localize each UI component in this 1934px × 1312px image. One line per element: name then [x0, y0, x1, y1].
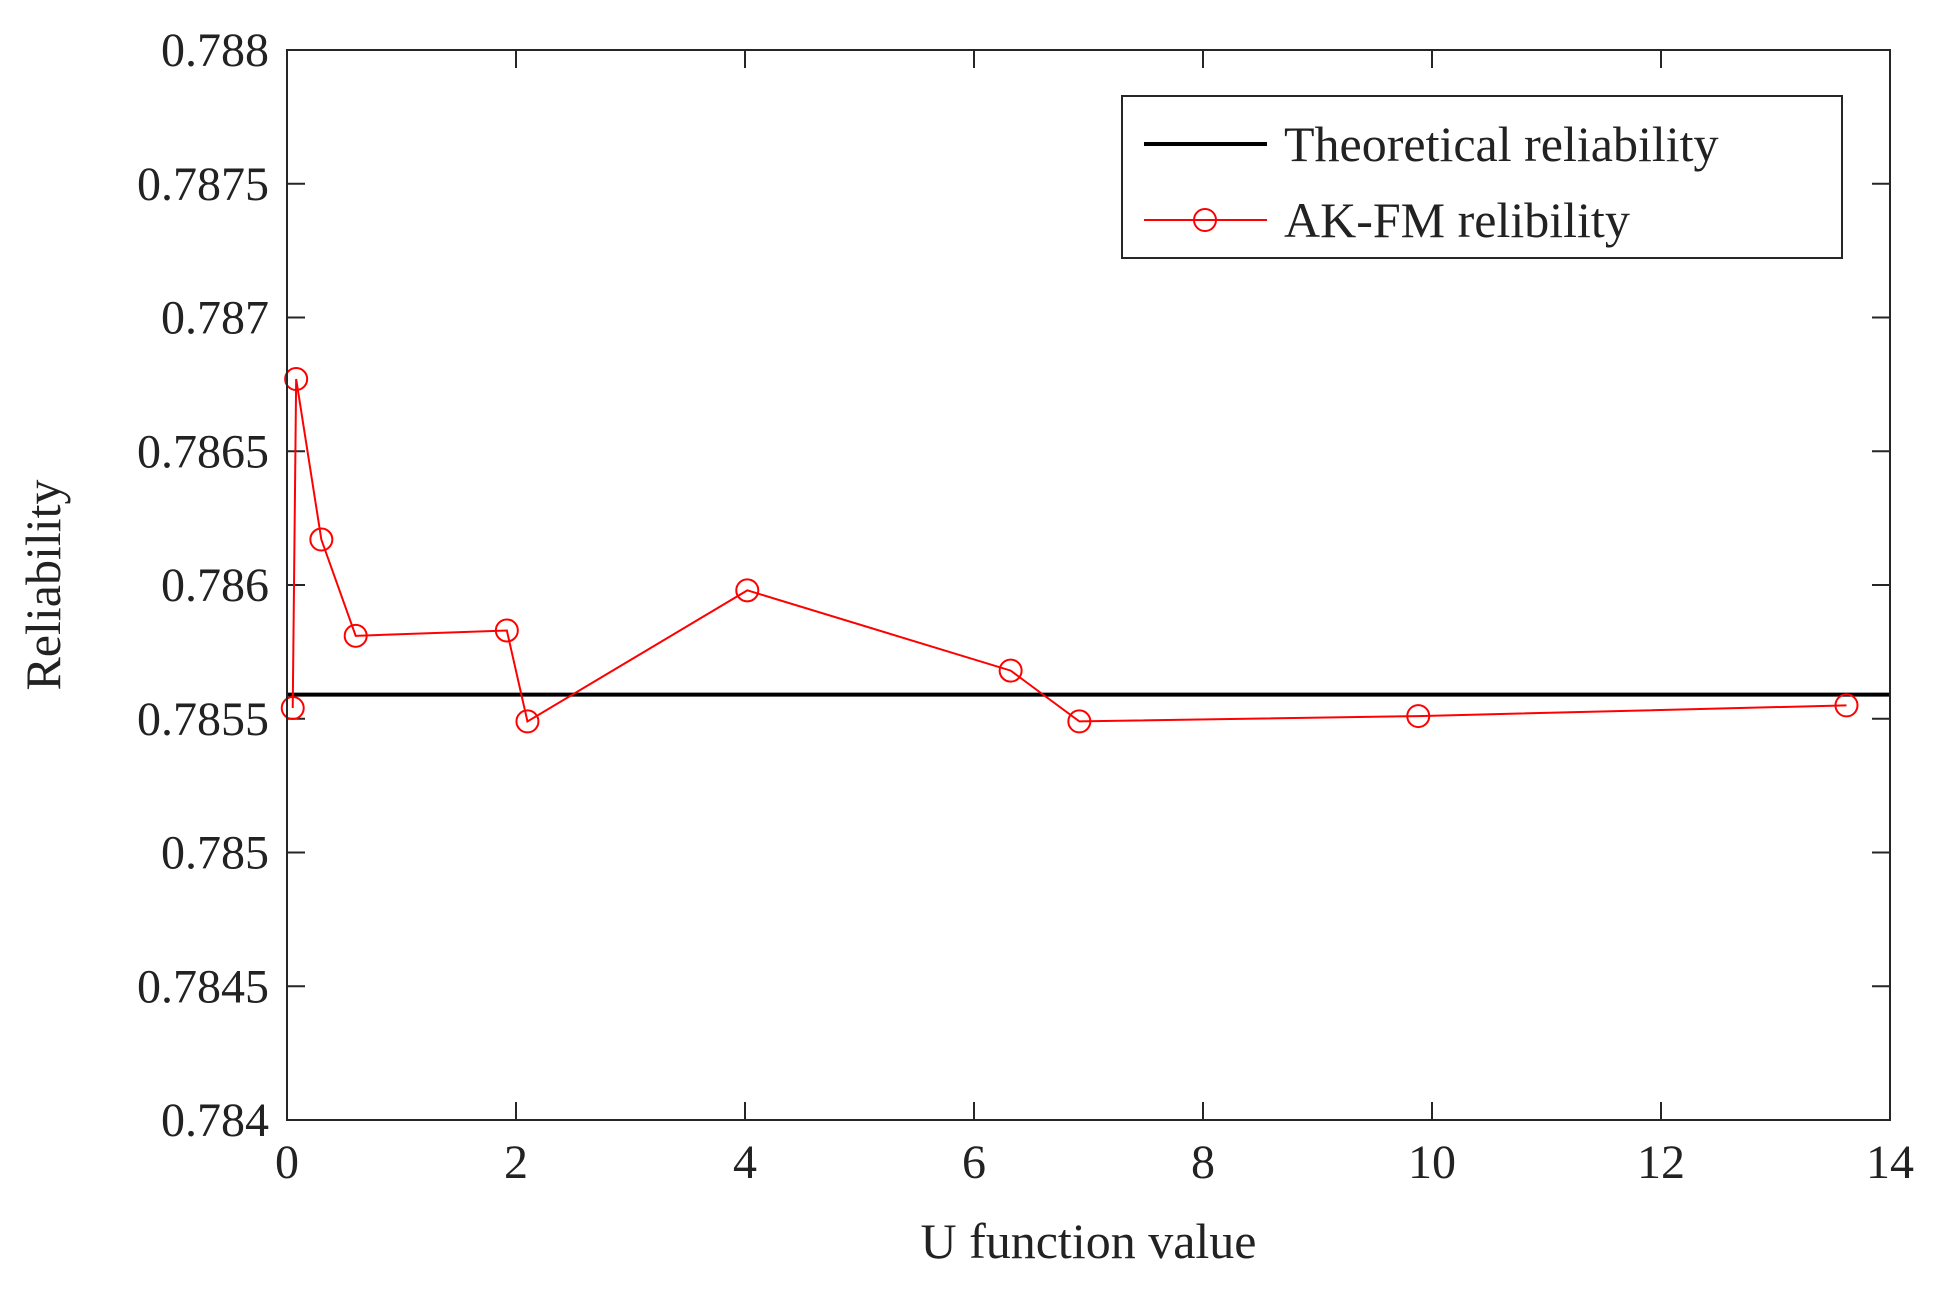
x-tick-label: 12 [1637, 1136, 1685, 1189]
data-point [735, 578, 760, 603]
y-tick-label: 0.7865 [137, 425, 269, 478]
x-tick-label: 6 [962, 1136, 986, 1189]
data-point [284, 367, 309, 392]
data-point [1406, 704, 1431, 729]
data-point [280, 696, 305, 721]
legend-label: Theoretical reliability [1284, 116, 1719, 172]
data-point [515, 709, 540, 734]
data-point [343, 623, 368, 648]
axes-box [286, 49, 1891, 1121]
legend-box [1121, 95, 1843, 259]
data-point [494, 618, 519, 643]
data-point [1067, 709, 1092, 734]
legend-label: AK-FM relibility [1284, 192, 1630, 248]
ticks: 0 2 4 6 8 10 12 14 0.784 0.7845 0.785 0.7855 0.786 0.… [137, 24, 1914, 1189]
series-line-ak-fm [291, 378, 1847, 723]
x-tick-label: 14 [1866, 1136, 1914, 1189]
y-tick-label: 0.784 [161, 1094, 269, 1147]
y-tick-label: 0.7845 [137, 960, 269, 1013]
y-tick-label: 0.785 [161, 827, 269, 880]
legend-marker [1193, 208, 1217, 232]
x-axis-label: U function value [920, 1213, 1256, 1269]
x-tick-label: 0 [275, 1136, 299, 1189]
series-layer [280, 367, 1890, 734]
x-tick-label: 10 [1408, 1136, 1456, 1189]
x-tick-label: 2 [504, 1136, 528, 1189]
y-tick-label: 0.787 [161, 292, 269, 345]
y-tick-label: 0.7875 [137, 158, 269, 211]
legend: Theoretical reliability AK-FM relibility [1121, 95, 1843, 259]
data-point [998, 658, 1023, 683]
y-tick-label: 0.7855 [137, 693, 269, 746]
x-tick-label: 4 [733, 1136, 757, 1189]
data-point [1834, 693, 1859, 718]
x-tick-label: 8 [1191, 1136, 1215, 1189]
y-axis-label: Reliability [15, 479, 71, 690]
y-tick-label: 0.788 [161, 24, 269, 77]
y-tick-label: 0.786 [161, 559, 269, 612]
data-point [309, 527, 334, 552]
